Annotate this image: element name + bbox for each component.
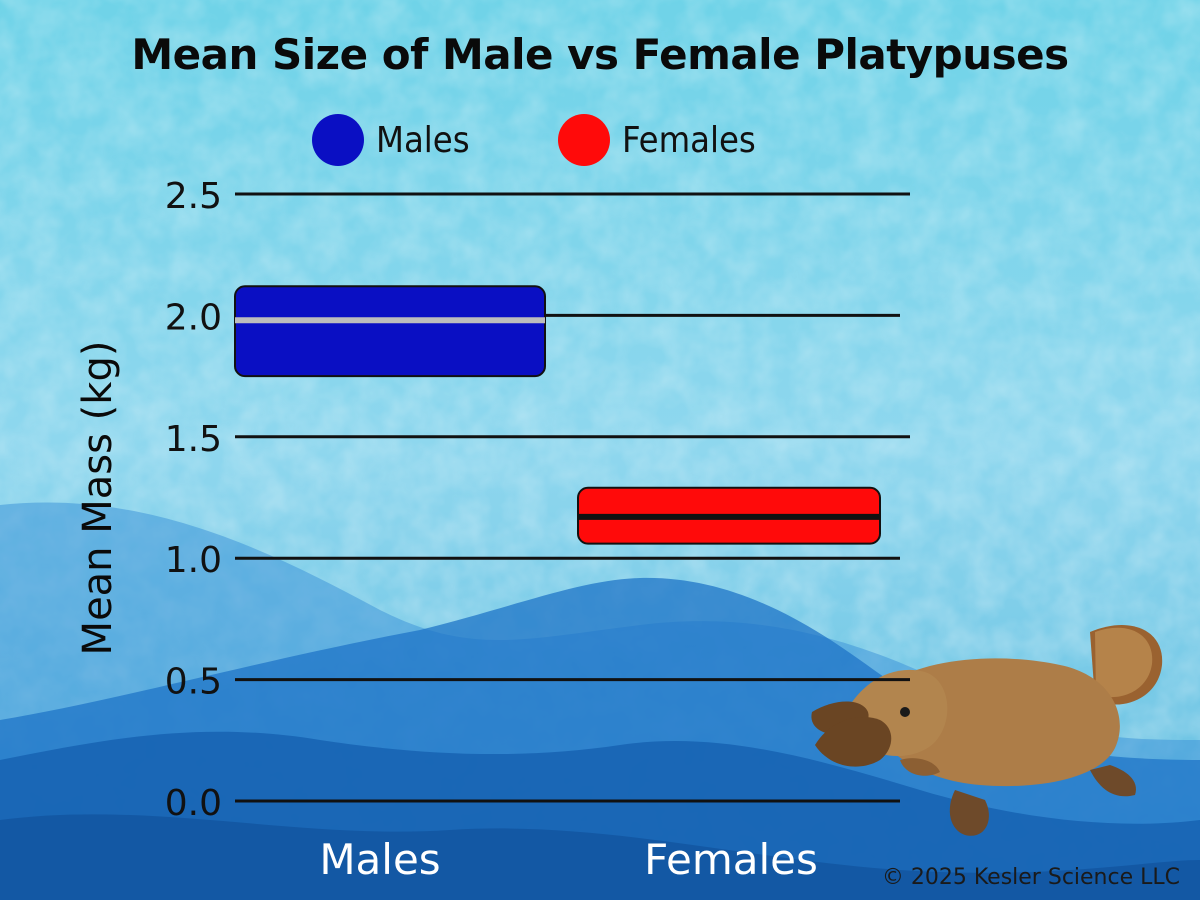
bar-males (234, 285, 546, 378)
y-tick-label: 2.5 (165, 176, 222, 217)
legend-swatch-females (558, 114, 610, 166)
legend-swatch-males (312, 114, 364, 166)
legend-item-females: Females (558, 112, 756, 168)
legend-item-males: Males (312, 112, 470, 168)
x-tick-label: Males (319, 835, 440, 884)
platypus-illustration (811, 624, 1163, 836)
wave-bottom (0, 814, 1200, 900)
y-tick-label: 0.0 (165, 783, 222, 824)
y-tick-label: 1.5 (165, 419, 222, 460)
y-axis-label: Mean Mass (kg) (75, 340, 121, 656)
y-tick-label: 0.5 (165, 662, 222, 703)
y-tick-label: 1.0 (165, 540, 222, 581)
chart-title: Mean Size of Male vs Female Platypuses (131, 30, 1069, 79)
legend-label-males: Males (376, 119, 470, 161)
y-tick-label: 2.0 (165, 297, 222, 338)
legend-label-females: Females (622, 119, 756, 161)
copyright-text: © 2025 Kesler Science LLC (881, 865, 1180, 890)
x-tick-label: Females (644, 835, 818, 884)
